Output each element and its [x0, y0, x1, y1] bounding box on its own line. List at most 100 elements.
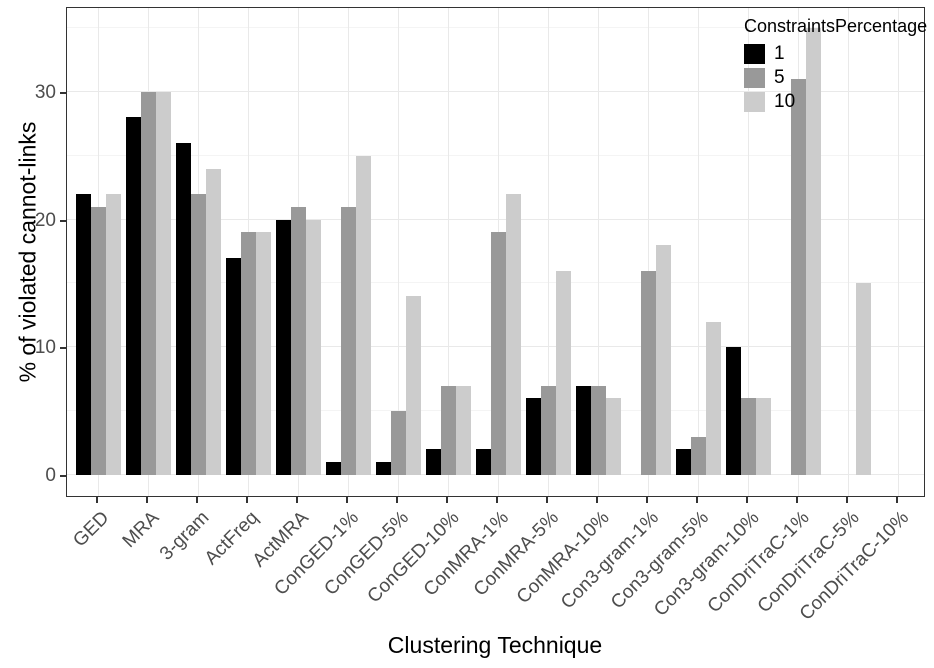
bar-ConMRA-1%-1	[475, 449, 491, 475]
bar-ConDriTraC-5%-10	[855, 283, 871, 475]
x-axis-title: Clustering Technique	[387, 632, 603, 658]
x-tick-mark	[296, 497, 298, 503]
bar-MRA-10	[155, 91, 171, 475]
bar-Con3-gram-5%-5	[690, 436, 706, 475]
y-tick-mark	[60, 475, 66, 477]
y-axis-title: % of violated cannot-links	[14, 121, 41, 383]
y-tick-label: 20	[34, 209, 56, 231]
bar-ConDriTraC-1%-10	[805, 28, 821, 475]
bar-ConGED-5%-10	[405, 296, 421, 475]
gridline-vertical	[397, 8, 399, 496]
x-tick-mark	[746, 497, 748, 503]
gridline-major	[67, 218, 924, 220]
gridline-minor	[67, 27, 924, 29]
legend-item-10: 10	[744, 91, 927, 112]
bar-3-gram-5	[190, 194, 206, 475]
bar-Con3-gram-10%-5	[740, 398, 756, 475]
legend: ConstraintsPercentage 1 5 10	[744, 16, 927, 115]
bar-ActMRA-5	[290, 206, 306, 475]
legend-item-5: 5	[744, 67, 927, 88]
legend-item-1: 1	[744, 43, 927, 64]
bar-ActFreq-1	[225, 257, 241, 475]
y-tick-mark	[60, 91, 66, 94]
gridline-vertical	[697, 8, 699, 496]
bar-GED-10	[105, 194, 121, 475]
x-tick-mark	[196, 497, 198, 503]
bar-GED-1	[75, 194, 91, 475]
legend-label: 5	[774, 67, 785, 88]
legend-label: 1	[774, 43, 785, 64]
gridline-vertical	[747, 8, 749, 496]
bar-GED-5	[90, 206, 106, 475]
gridline-vertical	[547, 8, 549, 496]
bar-ConMRA-5%-10	[555, 270, 571, 475]
legend-label: 10	[774, 91, 796, 112]
x-tick-mark	[446, 497, 448, 503]
x-tick-mark	[646, 497, 648, 503]
bar-ConGED-1%-1	[325, 462, 341, 475]
bar-ConMRA-5%-1	[525, 398, 541, 475]
bar-MRA-1	[125, 117, 141, 475]
bar-ConMRA-1%-5	[490, 232, 506, 475]
x-tick-mark	[546, 497, 548, 503]
bar-ConMRA-10%-1	[575, 385, 591, 475]
y-tick-label: 30	[34, 81, 56, 103]
bar-Con3-gram-10%-10	[755, 398, 771, 475]
bar-ConDriTraC-1%-5	[790, 79, 806, 475]
bar-Con3-gram-5%-10	[705, 321, 721, 475]
bar-ConGED-1%-10	[355, 155, 371, 475]
legend-items: 1 5 10	[744, 43, 927, 112]
x-tick-mark	[696, 497, 698, 503]
bar-ActFreq-10	[255, 232, 271, 475]
bar-Con3-gram-5%-1	[675, 449, 691, 475]
x-tick-mark	[846, 497, 848, 503]
y-tick-mark	[60, 347, 66, 350]
bar-3-gram-10	[205, 168, 221, 475]
legend-swatch-1	[744, 43, 765, 64]
bar-ConGED-10%-10	[455, 385, 471, 475]
gridline-vertical	[447, 8, 449, 496]
bar-ConGED-10%-5	[440, 385, 456, 475]
bar-ConGED-1%-5	[340, 206, 356, 475]
x-tick-mark	[396, 497, 398, 503]
x-tick-mark	[246, 497, 248, 503]
x-tick-mark	[96, 497, 98, 503]
bar-Con3-gram-10%-1	[725, 347, 741, 475]
x-tick-label-GED: GED	[69, 507, 114, 552]
y-tick-label: 10	[34, 337, 56, 359]
bar-ConGED-10%-1	[425, 449, 441, 475]
legend-title: ConstraintsPercentage	[744, 16, 928, 36]
bar-ConMRA-10%-5	[590, 385, 606, 475]
gridline-minor	[67, 154, 924, 156]
bar-Con3-gram-1%-10	[655, 245, 671, 475]
bar-ActFreq-5	[240, 232, 256, 475]
bar-ConMRA-10%-10	[605, 398, 621, 475]
gridline-vertical	[647, 8, 649, 496]
x-tick-mark	[346, 497, 348, 503]
gridline-major	[67, 90, 924, 92]
gridline-vertical	[847, 8, 849, 496]
bar-ConMRA-1%-10	[505, 194, 521, 475]
legend-swatch-5	[744, 67, 765, 88]
bar-ConGED-5%-1	[375, 462, 391, 475]
x-tick-label-MRA: MRA	[118, 507, 164, 553]
bar-ActMRA-10	[305, 219, 321, 475]
x-tick-mark	[496, 497, 498, 503]
plot-panel	[66, 7, 925, 497]
bar-ActMRA-1	[275, 219, 291, 475]
gridline-vertical	[597, 8, 599, 496]
legend-swatch-10	[744, 91, 765, 112]
x-tick-mark	[596, 497, 598, 503]
x-tick-mark	[896, 497, 898, 503]
y-tick-label: 0	[45, 465, 56, 486]
y-tick-mark	[60, 219, 66, 222]
x-tick-mark	[796, 497, 798, 503]
gridline-vertical	[897, 8, 899, 496]
bar-ConMRA-5%-5	[540, 385, 556, 475]
bar-MRA-5	[140, 91, 156, 475]
bar-3-gram-1	[175, 142, 191, 475]
bar-ConGED-5%-5	[390, 411, 406, 475]
bar-Con3-gram-1%-5	[640, 270, 656, 475]
x-tick-mark	[146, 497, 148, 503]
